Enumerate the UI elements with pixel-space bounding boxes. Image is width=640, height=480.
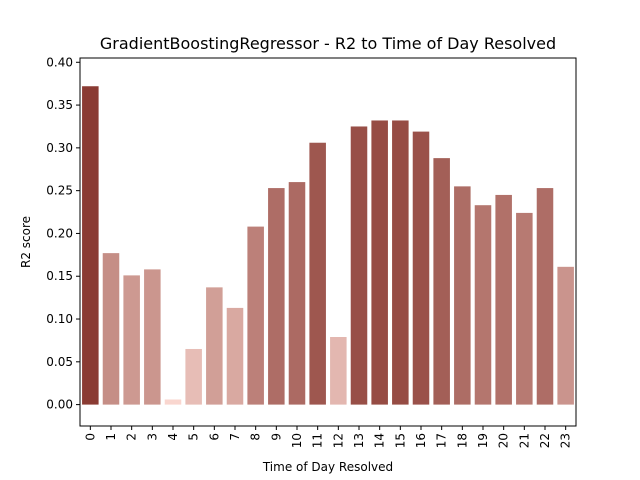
bar-0 <box>82 86 99 405</box>
bar-7 <box>226 307 244 405</box>
x-tick-label-3: 3 <box>145 433 159 441</box>
x-tick-label-10: 10 <box>290 433 304 448</box>
bar-21 <box>516 212 533 405</box>
x-tick-label-12: 12 <box>331 433 345 448</box>
x-tick-label-1: 1 <box>104 433 118 441</box>
x-tick-label-7: 7 <box>228 433 242 441</box>
plot-frame <box>79 57 577 427</box>
y-tick-label-0.35: 0.35 <box>46 98 73 112</box>
x-tick-label-9: 9 <box>269 433 283 441</box>
bars-group <box>82 86 574 405</box>
x-tick-label-5: 5 <box>187 433 201 441</box>
bar-17 <box>433 158 450 405</box>
x-axis: 0 1 2 3 4 5 6 7 8 9 10 11 12 13 14 15 16 17 18 19 20 21 22 23 <box>83 426 573 448</box>
bar-2 <box>123 275 140 405</box>
bar-1 <box>102 253 120 405</box>
y-axis: 0.00 0.05 0.10 0.15 0.20 0.25 0.30 0.35 0.40 <box>46 55 80 412</box>
y-tick-label-0.10: 0.10 <box>46 312 73 326</box>
bar-15 <box>392 120 409 405</box>
x-tick-label-22: 22 <box>538 433 552 448</box>
bar-16 <box>412 131 430 405</box>
x-tick-label-2: 2 <box>125 433 139 441</box>
y-tick-label-0.20: 0.20 <box>46 226 73 240</box>
x-tick-label-15: 15 <box>393 433 407 448</box>
bar-3 <box>144 269 161 405</box>
x-tick-label-17: 17 <box>435 433 449 448</box>
bar-12 <box>330 337 347 405</box>
x-tick-label-13: 13 <box>352 433 366 448</box>
y-tick-label-0.05: 0.05 <box>46 355 73 369</box>
x-tick-label-6: 6 <box>207 433 221 441</box>
x-tick-label-0: 0 <box>83 433 97 441</box>
bar-5 <box>185 348 202 405</box>
x-tick-label-14: 14 <box>373 433 387 448</box>
y-tick-label-0.30: 0.30 <box>46 141 73 155</box>
bar-9 <box>268 188 285 405</box>
bar-8 <box>247 226 264 405</box>
bar-11 <box>309 142 326 405</box>
bar-19 <box>474 205 492 405</box>
x-tick-label-20: 20 <box>497 433 511 448</box>
x-tick-label-18: 18 <box>455 433 469 448</box>
bar-10 <box>288 182 306 405</box>
bar-13 <box>350 126 368 405</box>
bar-6 <box>206 287 223 405</box>
x-tick-label-16: 16 <box>414 433 428 448</box>
y-axis-label: R2 score <box>19 216 33 268</box>
x-tick-label-23: 23 <box>559 433 573 448</box>
bar-20 <box>495 194 512 405</box>
y-tick-label-0.15: 0.15 <box>46 269 73 283</box>
bar-4 <box>164 399 182 405</box>
bar-14 <box>371 120 388 405</box>
x-tick-label-4: 4 <box>166 433 180 441</box>
bar-22 <box>536 188 554 405</box>
bar-23 <box>557 266 574 405</box>
y-tick-label-0.25: 0.25 <box>46 184 73 198</box>
y-tick-label-0.40: 0.40 <box>46 55 73 69</box>
x-tick-label-21: 21 <box>517 433 531 448</box>
bar-18 <box>454 186 471 405</box>
y-tick-label-0.00: 0.00 <box>46 398 73 412</box>
x-tick-label-11: 11 <box>311 433 325 448</box>
x-axis-label: Time of Day Resolved <box>262 460 393 474</box>
x-tick-label-19: 19 <box>476 433 490 448</box>
x-tick-label-8: 8 <box>249 433 263 441</box>
chart-title: GradientBoostingRegressor - R2 to Time o… <box>100 34 556 53</box>
